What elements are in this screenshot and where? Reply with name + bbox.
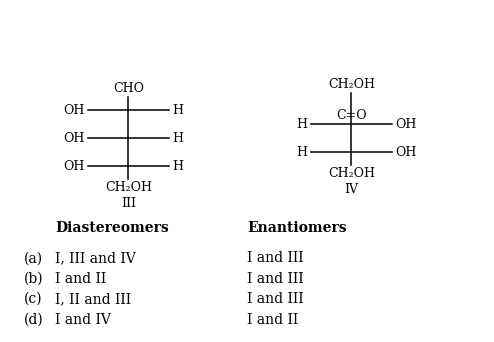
Text: I and III: I and III (247, 251, 304, 265)
Text: (b): (b) (24, 272, 44, 286)
Text: CH₂OH: CH₂OH (105, 181, 152, 194)
Text: OH: OH (63, 160, 84, 173)
Text: OH: OH (63, 132, 84, 145)
Text: CH₂OH: CH₂OH (328, 167, 375, 180)
Text: CHO: CHO (113, 82, 144, 95)
Text: (c): (c) (24, 292, 43, 306)
Text: OH: OH (395, 118, 417, 131)
Text: H: H (296, 146, 307, 159)
Text: I and II: I and II (55, 272, 106, 286)
Text: OH: OH (395, 146, 417, 159)
Text: H: H (172, 160, 184, 173)
Text: CH₂OH: CH₂OH (328, 78, 375, 91)
Text: I and III: I and III (247, 292, 304, 306)
Text: I and II: I and II (247, 313, 298, 327)
Text: (a): (a) (24, 251, 43, 265)
Text: H: H (172, 104, 184, 117)
Text: Enantiomers: Enantiomers (247, 221, 347, 235)
Text: I and III: I and III (247, 272, 304, 286)
Text: C=O: C=O (336, 109, 367, 122)
Text: H: H (296, 118, 307, 131)
Text: III: III (121, 197, 136, 210)
Text: IV: IV (344, 183, 358, 196)
Text: I and IV: I and IV (55, 313, 111, 327)
Text: H: H (172, 132, 184, 145)
Text: (d): (d) (24, 313, 44, 327)
Text: I, II and III: I, II and III (55, 292, 131, 306)
Text: OH: OH (63, 104, 84, 117)
Text: I, III and IV: I, III and IV (55, 251, 136, 265)
Text: Diastereomers: Diastereomers (55, 221, 168, 235)
